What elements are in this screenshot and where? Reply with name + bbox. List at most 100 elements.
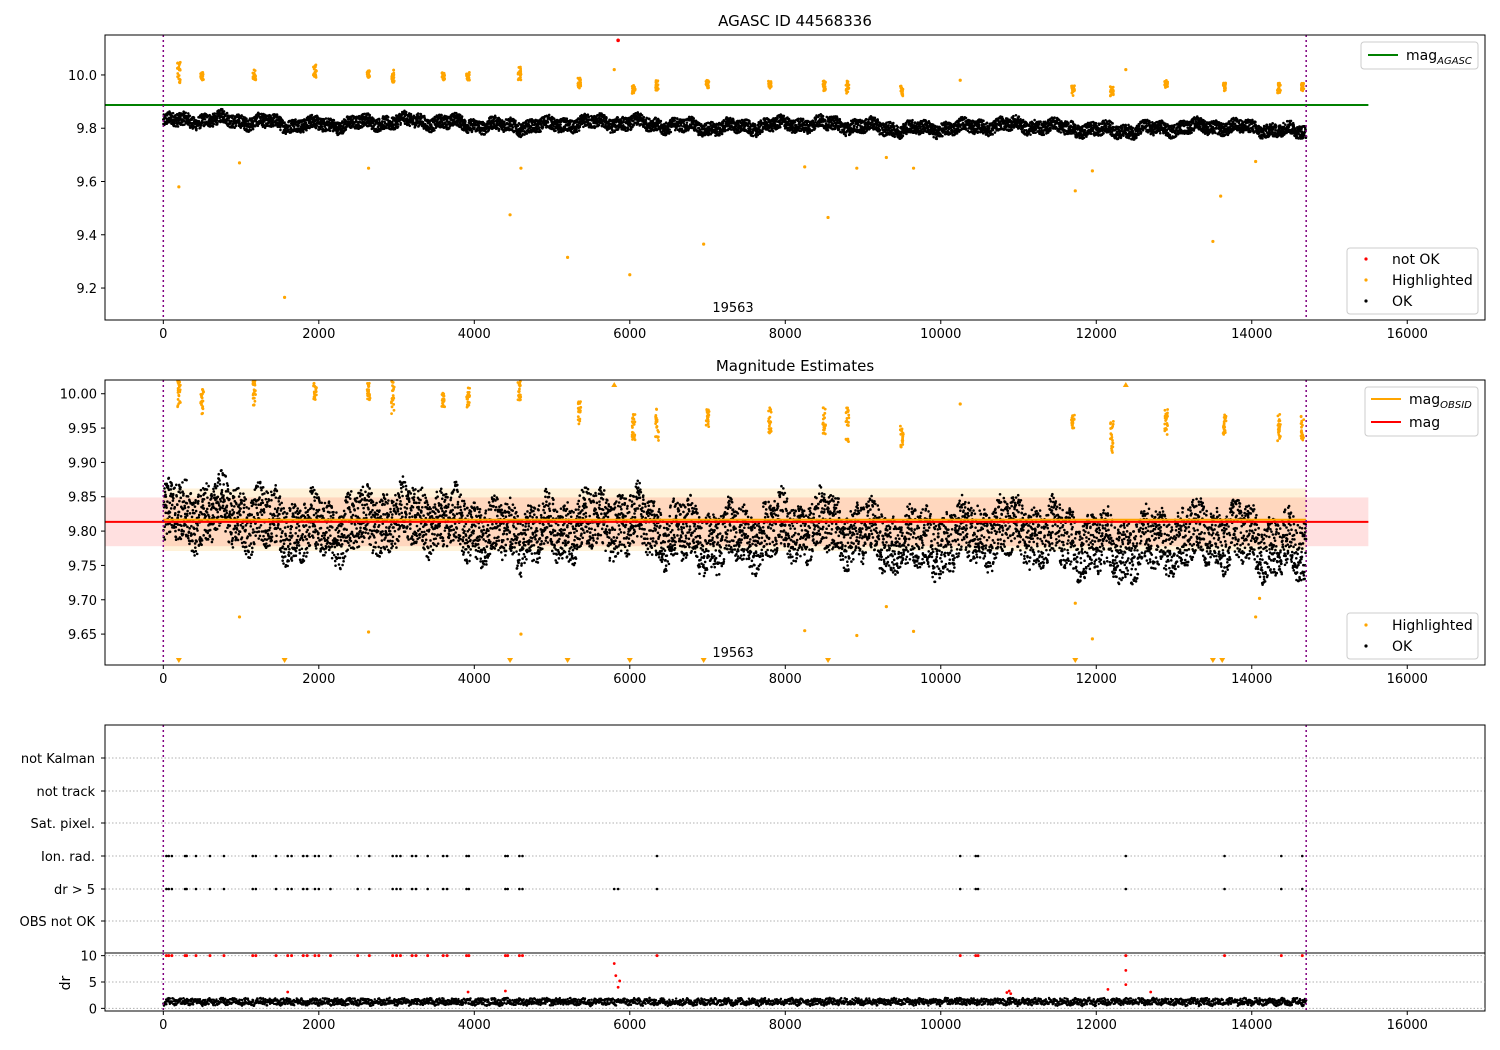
ok-point (222, 110, 226, 113)
ok-point (935, 137, 939, 141)
ok-point (761, 130, 764, 133)
ok-point (278, 122, 282, 125)
ok-point (856, 123, 860, 126)
ok-point (256, 124, 260, 128)
ok-point (195, 127, 198, 131)
ok-point (497, 127, 501, 131)
ok-point (378, 118, 381, 122)
ok-point (538, 126, 541, 129)
ok-point (723, 119, 726, 123)
ok-point (186, 112, 190, 115)
ok-point (679, 124, 683, 127)
ok-point (813, 127, 817, 130)
ok-point (955, 132, 959, 135)
ok-point (616, 116, 620, 119)
ok-point (263, 119, 266, 123)
ok-point (985, 121, 989, 125)
ok-point (179, 115, 182, 119)
ok-point (212, 122, 216, 126)
ok-point (464, 119, 467, 123)
ok-point (991, 128, 995, 132)
ok-point (673, 119, 677, 122)
ok-point (771, 129, 775, 133)
ok-point (211, 125, 215, 128)
ok-point (283, 121, 286, 124)
ok-point (554, 129, 557, 133)
ok-point (184, 111, 188, 115)
ok-point (539, 130, 542, 133)
ok-point (718, 133, 721, 137)
ok-point (327, 126, 331, 130)
ok-point (251, 127, 255, 131)
ok-point (206, 115, 210, 118)
ok-point (244, 119, 248, 123)
ok-point (541, 125, 545, 129)
ok-point (238, 119, 241, 123)
ok-point (297, 124, 300, 127)
ok-point (373, 123, 377, 126)
ok-point (630, 117, 634, 120)
ok-point (173, 122, 177, 125)
ok-point (258, 112, 261, 116)
ok-point (171, 111, 175, 115)
ok-point (281, 119, 284, 122)
ok-point (275, 114, 279, 118)
ok-point (433, 128, 436, 132)
ok-point (440, 120, 444, 124)
ok-point (932, 135, 935, 139)
ok-point (823, 119, 827, 122)
ok-point (654, 116, 658, 120)
ok-point (230, 119, 233, 123)
ok-point (578, 125, 582, 129)
ok-point (176, 125, 180, 128)
ok-point (965, 127, 968, 130)
ok-points (162, 107, 1308, 141)
ok-point (941, 134, 944, 138)
ok-point (901, 134, 905, 138)
ok-point (675, 117, 679, 120)
ok-point (748, 119, 751, 123)
ok-point (546, 121, 550, 124)
ok-point (470, 129, 474, 133)
ok-point (771, 127, 774, 131)
ok-point (864, 117, 868, 121)
ok-point (221, 107, 224, 111)
ok-point (473, 126, 476, 130)
ok-point (511, 126, 515, 129)
ok-point (239, 126, 243, 129)
ok-point (302, 130, 305, 134)
ok-point (384, 126, 388, 130)
ok-point (213, 112, 216, 115)
ok-point (386, 115, 390, 119)
ok-point (525, 132, 529, 135)
ok-point (231, 114, 235, 117)
ok-point (299, 131, 302, 134)
ok-point (466, 131, 470, 134)
ok-point (730, 128, 733, 131)
ok-point (648, 117, 651, 121)
ok-point (611, 128, 614, 132)
ok-point (271, 120, 274, 124)
ok-point (751, 134, 755, 138)
ok-point (896, 125, 900, 129)
ok-point (199, 126, 202, 130)
ok-point (778, 125, 782, 129)
ok-point (339, 124, 343, 128)
ok-point (668, 128, 671, 131)
ok-point (1010, 128, 1014, 131)
ok-point (440, 114, 443, 117)
ok-point (644, 120, 648, 124)
ok-point (720, 132, 724, 136)
ok-point (597, 123, 601, 127)
ok-point (243, 125, 246, 128)
ok-point (685, 121, 689, 124)
ok-point (308, 119, 312, 122)
ok-point (399, 121, 403, 125)
ok-point (577, 129, 581, 132)
ok-point (408, 124, 412, 128)
panel-1-title: AGASC ID 44568336 (718, 12, 872, 30)
ok-point (991, 133, 994, 136)
ok-point (893, 125, 896, 128)
ok-point (749, 127, 752, 131)
